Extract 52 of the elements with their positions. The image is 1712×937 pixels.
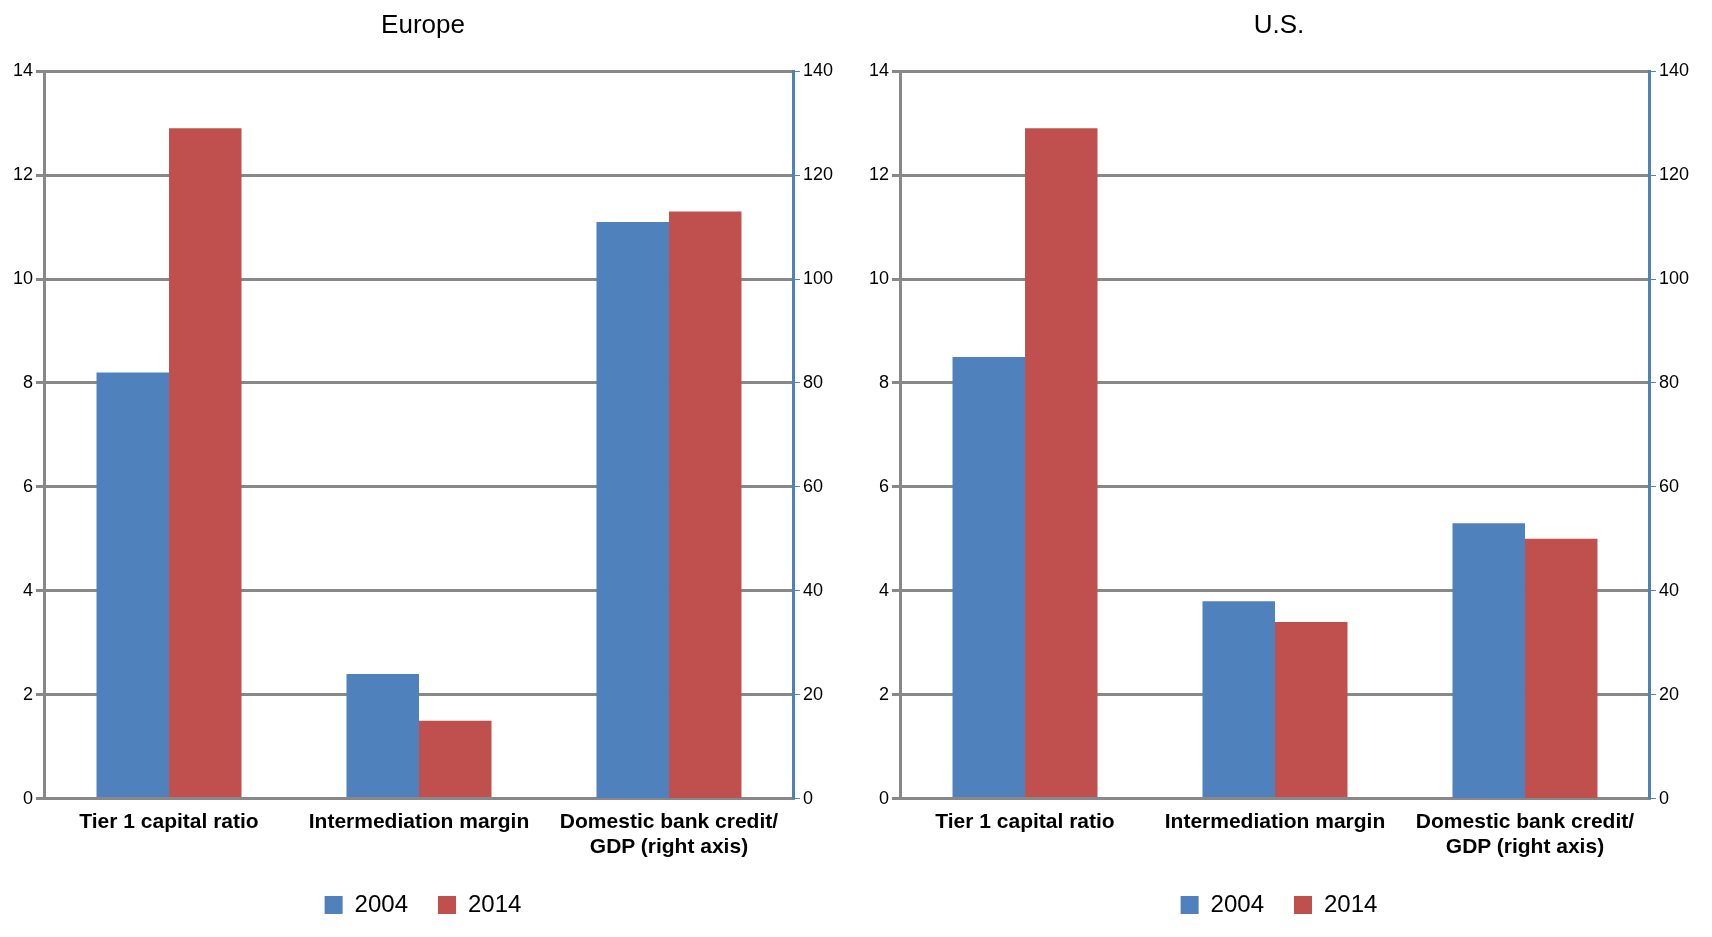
legend-label: 2014 — [468, 889, 522, 917]
y2-tick-label: 20 — [1658, 683, 1679, 704]
bar — [1274, 621, 1348, 798]
y-tick-label: 4 — [879, 579, 890, 600]
chart-title: Europe — [381, 8, 465, 39]
y-tick-label: 0 — [23, 787, 34, 808]
y-tick-label: 8 — [879, 371, 890, 392]
y-tick-label: 12 — [868, 164, 890, 185]
legend-label: 2014 — [1324, 889, 1378, 917]
y-tick-label: 10 — [868, 268, 890, 288]
y-tick-label: 2 — [879, 683, 890, 704]
y-tick-label: 14 — [868, 60, 890, 81]
bar — [96, 372, 170, 798]
y2-tick-label: 40 — [802, 579, 823, 600]
x-tick-label: Tier 1 capital ratio — [79, 809, 259, 832]
y2-tick-label: 0 — [802, 787, 813, 808]
x-tick-label: Domestic bank credit/ GDP (right axis) — [559, 809, 779, 858]
y2-tick-label: 100 — [802, 268, 834, 288]
y-tick-label: 12 — [12, 164, 34, 185]
bar — [169, 128, 242, 798]
y-tick-label: 14 — [12, 60, 34, 81]
y2-tick-label: 120 — [802, 164, 834, 185]
y2-tick-label: 60 — [802, 475, 823, 496]
y2-tick-label: 60 — [1658, 475, 1679, 496]
y2-tick-label: 40 — [1658, 579, 1679, 600]
x-tick-label: Domestic bank credit/ GDP (right axis) — [1415, 809, 1635, 858]
y2-tick-label: 20 — [802, 683, 823, 704]
y-tick-label: 2 — [23, 683, 34, 704]
bar — [1025, 128, 1098, 798]
y-tick-label: 0 — [879, 787, 890, 808]
x-tick-label: Intermediation margin — [308, 809, 530, 832]
y2-tick-label: 140 — [1658, 60, 1690, 81]
x-tick-label: Intermediation margin — [1164, 809, 1386, 832]
y-tick-label: 8 — [23, 371, 34, 392]
y-tick-label: 4 — [23, 579, 34, 600]
y2-tick-label: 100 — [1658, 268, 1690, 288]
legend-label: 2004 — [354, 889, 408, 917]
y-tick-label: 6 — [879, 475, 890, 496]
y-tick-label: 10 — [12, 268, 34, 288]
bar — [1202, 601, 1275, 798]
y2-tick-label: 0 — [1658, 787, 1669, 808]
y2-tick-label: 120 — [1658, 164, 1690, 185]
y-tick-label: 6 — [23, 475, 34, 496]
bar — [952, 356, 1026, 798]
bar — [419, 720, 492, 798]
y2-tick-label: 80 — [802, 371, 823, 392]
y2-tick-label: 140 — [802, 60, 834, 81]
y2-tick-label: 80 — [1658, 371, 1679, 392]
chart-title: U.S. — [1253, 8, 1305, 39]
bar — [346, 673, 419, 798]
legend-label: 2004 — [1210, 889, 1264, 917]
x-tick-label: Tier 1 capital ratio — [935, 809, 1115, 832]
